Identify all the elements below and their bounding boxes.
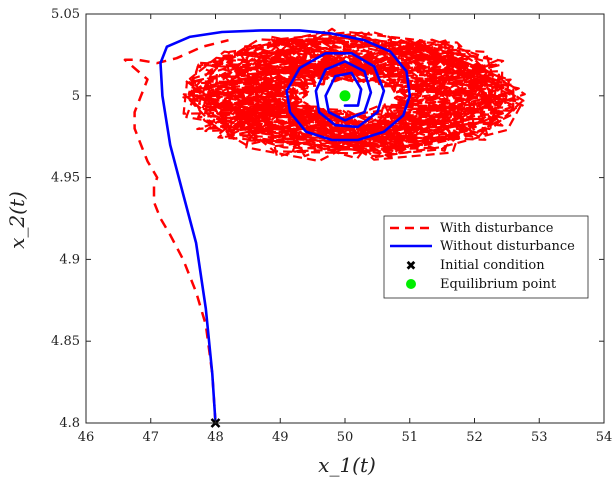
- legend-marker-initial-condition: ✖: [406, 259, 417, 274]
- legend-label-with-disturbance: With disturbance: [440, 221, 554, 236]
- legend-label-without-disturbance: Without disturbance: [440, 239, 575, 254]
- x-tick-label: 50: [337, 430, 354, 445]
- y-axis-label-var: x_2(t): [5, 191, 29, 249]
- x-axis-label-var: x_1(t): [318, 453, 376, 477]
- y-tick-label: 4.95: [51, 171, 80, 186]
- y-tick-label: 4.9: [59, 252, 80, 267]
- legend-box: [383, 215, 589, 299]
- plot-area: [123, 27, 526, 423]
- x-tick-label: 47: [142, 430, 159, 445]
- legend-label-equilibrium-point: Equilibrium point: [440, 277, 557, 292]
- x-axis-label: x_1(t): [318, 453, 376, 477]
- y-tick-label: 4.8: [59, 416, 80, 431]
- series-with-disturbance-line: [123, 38, 229, 423]
- x-tick-label: 53: [531, 430, 548, 445]
- x-tick-label: 54: [596, 430, 613, 445]
- legend: With disturbance Without disturbance ✖ I…: [383, 215, 589, 299]
- legend-marker-equilibrium-point: [406, 279, 416, 289]
- series-with-disturbance-oscillation: [182, 27, 526, 163]
- x-tick-label: 49: [272, 430, 289, 445]
- x-tick-label: 52: [466, 430, 483, 445]
- legend-label-initial-condition: Initial condition: [440, 258, 545, 273]
- series-without-disturbance-line: [159, 29, 412, 423]
- y-tick-label: 5: [72, 89, 80, 104]
- y-tick-label: 4.85: [51, 334, 80, 349]
- equilibrium-point-marker: [339, 90, 351, 102]
- x-tick-label: 48: [207, 430, 224, 445]
- x-tick-label: 46: [78, 430, 95, 445]
- y-axis-label: x_2(t): [5, 191, 29, 249]
- tick-layer: 46 47 48 49 50 51 52 53 54 4.8 4.85 4.9 4.95 5 5.05: [51, 7, 612, 445]
- y-tick-label: 5.05: [51, 7, 80, 22]
- x-tick-label: 51: [401, 430, 418, 445]
